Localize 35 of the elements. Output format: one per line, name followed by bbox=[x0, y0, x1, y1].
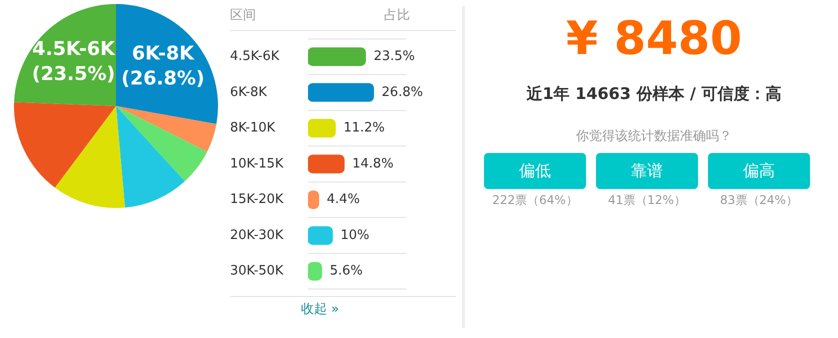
data-label: 23.5% bbox=[374, 49, 415, 64]
y-tick-label: 4.5K-6K bbox=[230, 49, 280, 64]
text: 你觉得该统计数据准确吗？ bbox=[575, 128, 733, 145]
bar bbox=[308, 226, 333, 245]
data-label: 14.8% bbox=[352, 156, 394, 172]
data-label: 5.6% bbox=[330, 264, 363, 279]
y-axis-title: 区间 bbox=[230, 7, 256, 24]
slice-label: 6K-8K bbox=[132, 42, 196, 65]
slice-label: 4.5K-6K bbox=[32, 38, 116, 60]
data-label: 4.4% bbox=[326, 192, 360, 208]
y-tick-label: 10K-15K bbox=[230, 156, 284, 172]
vote-button: 偏低 bbox=[484, 153, 586, 189]
data-label: (23.5%) bbox=[32, 62, 116, 85]
y-tick-label: 6K-8K bbox=[230, 84, 268, 100]
y-tick-label: 20K-30K bbox=[230, 228, 284, 243]
text: 收起 » bbox=[300, 301, 340, 318]
y-tick-label: 8K-10K bbox=[230, 120, 276, 136]
bar bbox=[308, 154, 345, 174]
text: 83票（24%） bbox=[719, 192, 799, 209]
text: 41票（12%） bbox=[607, 192, 687, 209]
data-label: 10% bbox=[340, 228, 370, 243]
text: 222票（64%） bbox=[491, 192, 579, 209]
data-label: (26.8%) bbox=[121, 68, 205, 90]
x-axis-title: 占比 bbox=[384, 7, 410, 24]
text: ¥ 8480 bbox=[564, 10, 744, 66]
y-tick-label: 30K-50K bbox=[230, 264, 284, 279]
vote-button: 靠谱 bbox=[596, 153, 698, 189]
vote-button: 偏高 bbox=[708, 153, 810, 189]
bar bbox=[308, 83, 374, 102]
text: 近1年 14663 份样本 / 可信度：高 bbox=[526, 84, 782, 105]
bar bbox=[308, 118, 336, 138]
data-label: 26.8% bbox=[382, 84, 423, 100]
bar bbox=[308, 47, 366, 66]
y-tick-label: 15K-20K bbox=[230, 192, 284, 208]
data-label: 11.2% bbox=[343, 120, 385, 136]
